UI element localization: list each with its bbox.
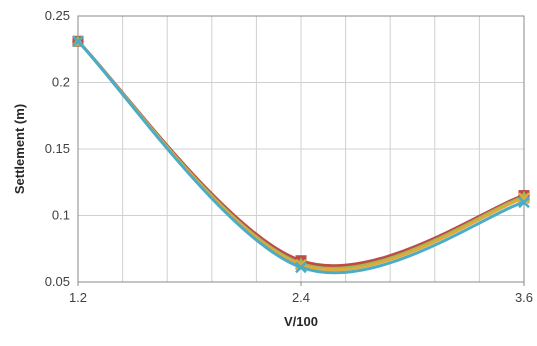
x-tick-label: 1.2 bbox=[69, 290, 87, 305]
x-tick-label: 2.4 bbox=[292, 290, 310, 305]
data-point bbox=[518, 196, 530, 209]
y-axis-label: Settlement (m) bbox=[12, 104, 27, 194]
series-line bbox=[76, 39, 526, 275]
y-tick-label: 0.2 bbox=[52, 75, 70, 90]
series-group bbox=[72, 35, 530, 275]
grid bbox=[78, 15, 524, 283]
y-tick-label: 0.15 bbox=[45, 141, 70, 156]
x-axis-label: V/100 bbox=[284, 314, 318, 329]
x-axis-tick-labels: 1.2 2.4 3.6 bbox=[69, 282, 533, 305]
y-tick-label: 0.05 bbox=[45, 274, 70, 289]
series-5 bbox=[72, 35, 530, 275]
y-axis-tick-labels: 0.05 0.1 0.15 0.2 0.25 bbox=[45, 8, 70, 289]
data-point bbox=[518, 192, 530, 205]
data-point bbox=[72, 35, 84, 48]
y-tick-label: 0.1 bbox=[52, 208, 70, 223]
x-tick-label: 3.6 bbox=[515, 290, 533, 305]
y-tick-label: 0.25 bbox=[45, 8, 70, 23]
data-point bbox=[295, 261, 307, 274]
